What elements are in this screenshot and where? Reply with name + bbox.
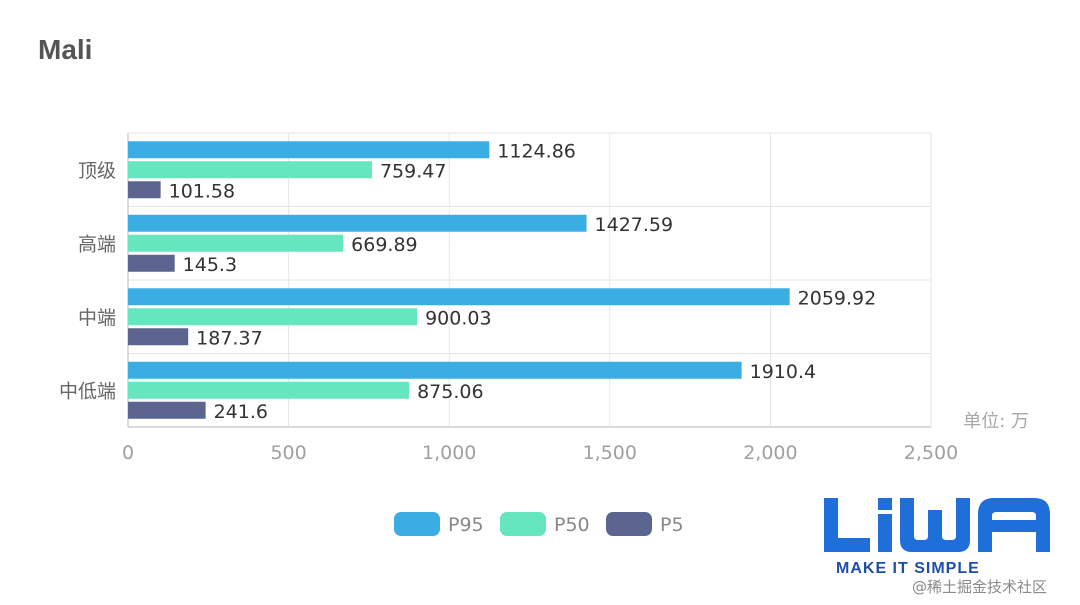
bar-p95	[128, 361, 742, 379]
bar-p5	[128, 328, 189, 346]
legend-swatch-p5	[606, 512, 652, 536]
legend-swatch-p95	[394, 512, 440, 536]
category-label: 中低端	[59, 380, 116, 402]
category-label: 顶级	[78, 160, 116, 182]
liwa-logo-mark	[824, 498, 1050, 552]
x-tick-label: 2,000	[743, 442, 797, 464]
legend-label-p95: P95	[448, 514, 484, 536]
x-tick-label: 1,000	[422, 442, 476, 464]
logo-tagline: MAKE IT SIMPLE	[836, 560, 980, 577]
bar-p50	[128, 161, 372, 179]
bar-p5	[128, 181, 161, 199]
x-tick-label: 2,500	[904, 442, 958, 464]
bar-p50	[128, 381, 410, 399]
data-label: 1427.59	[595, 214, 674, 236]
legend-label-p50: P50	[554, 514, 590, 536]
x-tick-label: 0	[122, 442, 134, 464]
data-label: 900.03	[425, 307, 491, 329]
legend-swatch-p50	[500, 512, 546, 536]
bar-p95	[128, 141, 490, 159]
data-label: 145.3	[183, 254, 237, 276]
liwa-logo: MAKE IT SIMPLE	[820, 492, 1052, 582]
bar-p95	[128, 214, 587, 232]
data-label: 241.6	[214, 401, 268, 423]
data-label: 101.58	[169, 180, 235, 202]
bar-p5	[128, 401, 206, 419]
data-label: 2059.92	[798, 287, 877, 309]
data-label: 875.06	[417, 381, 483, 403]
bar-p95	[128, 288, 790, 306]
unit-label: 单位: 万	[963, 411, 1029, 432]
bar-p5	[128, 254, 175, 272]
chart-title: Mali	[38, 34, 93, 65]
legend-label-p5: P5	[660, 514, 684, 536]
x-tick-label: 1,500	[583, 442, 637, 464]
data-label: 759.47	[380, 160, 446, 182]
data-label: 669.89	[351, 234, 417, 256]
data-label: 1910.4	[750, 361, 816, 383]
x-tick-label: 500	[270, 442, 306, 464]
data-label: 1124.86	[497, 140, 576, 162]
category-label: 中端	[78, 307, 116, 329]
bar-p50	[128, 308, 418, 326]
bar-p50	[128, 234, 344, 252]
juejin-watermark: @稀土掘金技术社区	[912, 578, 1048, 596]
data-label: 187.37	[196, 327, 262, 349]
category-label: 高端	[78, 233, 116, 255]
